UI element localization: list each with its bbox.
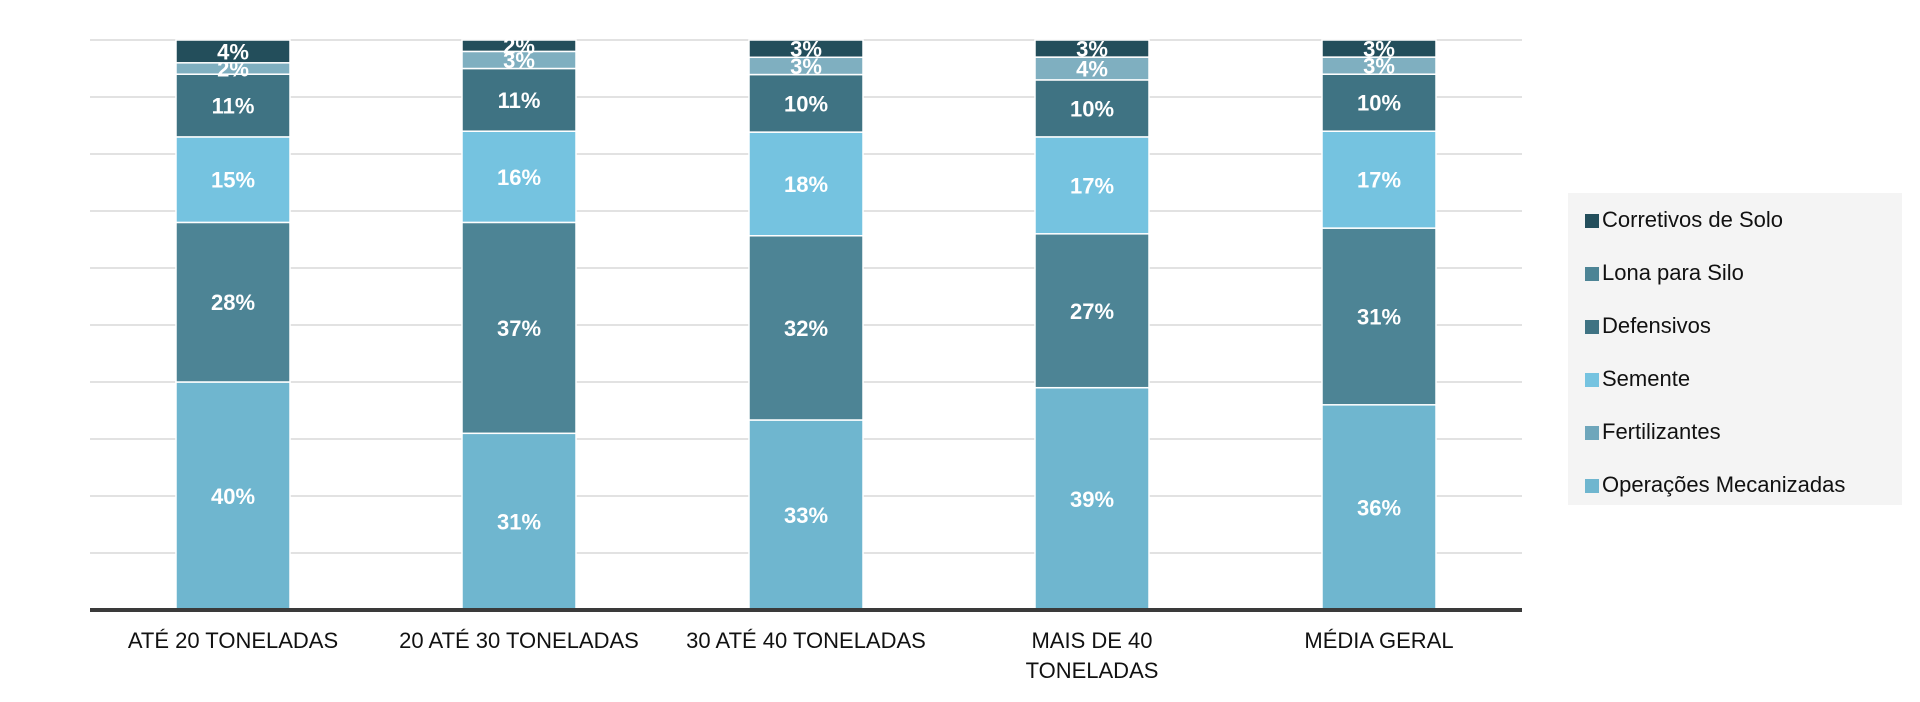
data-label: 36% — [1357, 495, 1401, 520]
legend-label: Lona para Silo — [1602, 260, 1744, 285]
category-label: 30 ATÉ 40 TONELADAS — [686, 628, 926, 653]
legend-label: Defensivos — [1602, 313, 1711, 338]
data-label: 4% — [1076, 57, 1108, 82]
data-label: 15% — [211, 168, 255, 193]
data-label: 31% — [497, 510, 541, 535]
legend-label: Fertilizantes — [1602, 419, 1721, 444]
data-label: 3% — [1076, 37, 1108, 62]
bar-segment — [1321, 404, 1437, 611]
data-label: 33% — [784, 503, 828, 528]
bar-stack: 31%37%16%11%3%2% — [461, 34, 577, 611]
bar-segment — [748, 39, 864, 59]
legend-swatch — [1585, 479, 1599, 493]
bar-segment — [1321, 227, 1437, 406]
data-label: 17% — [1357, 168, 1401, 193]
bar-segment — [175, 381, 291, 611]
category-label: MAIS DE 40 — [1031, 628, 1152, 653]
data-label: 3% — [1363, 37, 1395, 62]
bar-stack: 36%31%17%10%3%3% — [1321, 37, 1437, 611]
bar-segment — [461, 67, 577, 132]
data-label: 11% — [212, 94, 255, 119]
category-label: TONELADAS — [1026, 658, 1159, 683]
legend: Corretivos de Solo Lona para Silo Defensiv… — [1568, 193, 1902, 505]
bar-segment — [461, 130, 577, 224]
bar-segment — [748, 131, 864, 237]
bar-segment — [1321, 130, 1437, 229]
bar-segment — [1034, 233, 1150, 389]
bar-segment — [1034, 79, 1150, 138]
data-label: 3% — [790, 37, 822, 62]
bar-segment — [175, 136, 291, 224]
data-label: 10% — [784, 91, 828, 116]
bar-segment — [1321, 73, 1437, 132]
data-label: 37% — [497, 316, 541, 341]
bar-segment — [175, 73, 291, 138]
data-label: 17% — [1070, 173, 1114, 198]
legend-label: Corretivos de Solo — [1602, 207, 1783, 232]
bar-segment — [1321, 39, 1437, 58]
data-label: 4% — [217, 39, 249, 64]
data-label: 31% — [1357, 304, 1401, 329]
data-label: 11% — [498, 88, 541, 113]
category-label: 20 ATÉ 30 TONELADAS — [399, 628, 639, 653]
bar-segment — [175, 39, 291, 64]
data-label: 10% — [1357, 91, 1401, 116]
bar-stack: 39% 27% 17% 10% 4%3% — [1034, 37, 1150, 611]
legend-swatch — [1585, 320, 1599, 334]
bar-segment — [748, 73, 864, 133]
data-label: 40% — [211, 484, 255, 509]
data-label: 27% — [1070, 299, 1114, 324]
bar-segment — [461, 39, 577, 53]
category-labels: ATÉ 20 TONELADAS 20 ATÉ 30 TONELADAS 30 AT… — [128, 628, 1454, 683]
bar-segment — [1034, 136, 1150, 235]
data-label: 18% — [784, 172, 828, 197]
bars: 40%28%15%11%2%4%31%37%16%11%3%2%33%32%18… — [175, 34, 1437, 611]
data-label: 3% — [790, 54, 822, 79]
data-label: 28% — [211, 290, 255, 315]
legend-box — [1568, 193, 1902, 505]
data-label: 16% — [497, 165, 541, 190]
legend-swatch — [1585, 373, 1599, 387]
bar-segment — [461, 432, 577, 611]
legend-swatch — [1585, 426, 1599, 440]
legend-label: Semente — [1602, 366, 1690, 391]
legend-swatch — [1585, 267, 1599, 281]
data-label: 39% — [1070, 487, 1114, 512]
category-label: ATÉ 20 TONELADAS — [128, 628, 338, 653]
bar-stack: 40%28%15%11%2%4% — [175, 39, 291, 611]
data-label: 32% — [784, 316, 828, 341]
bar-segment — [748, 419, 864, 611]
data-label: 2% — [503, 34, 535, 59]
bar-segment — [175, 221, 291, 383]
bar-segment — [748, 235, 864, 421]
legend-label: Operações Mecanizadas — [1602, 472, 1845, 497]
bar-segment — [1034, 39, 1150, 58]
data-label: 10% — [1070, 96, 1114, 121]
bar-segment — [1034, 386, 1150, 611]
bar-stack: 33% 32% 18% 10% 3%3% — [748, 37, 864, 611]
bar-segment — [461, 221, 577, 435]
legend-swatch — [1585, 214, 1599, 228]
category-label: MÉDIA GERAL — [1304, 628, 1453, 653]
